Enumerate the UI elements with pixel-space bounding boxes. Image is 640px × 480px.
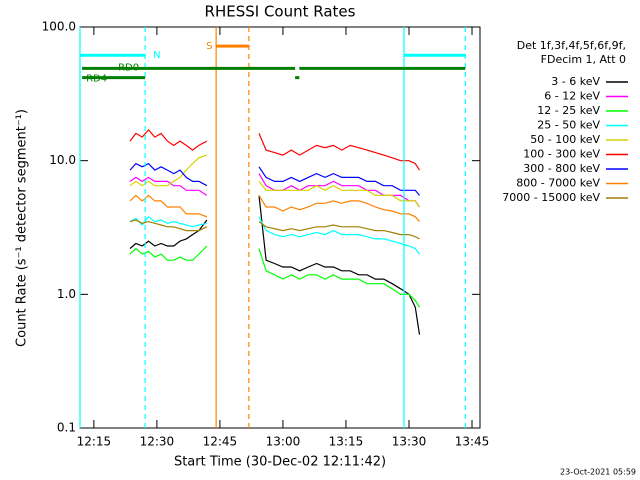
series-line bbox=[129, 215, 420, 255]
x-tick-label: 13:00 bbox=[266, 435, 301, 449]
legend-label: 100 - 300 keV bbox=[523, 148, 600, 161]
y-tick-label: 100.0 bbox=[42, 20, 76, 34]
footer: 23-Oct-2021 05:59 bbox=[560, 468, 636, 477]
x-tick-label: 12:30 bbox=[140, 435, 175, 449]
series-line bbox=[129, 195, 421, 335]
legend-label: 50 - 100 keV bbox=[530, 133, 600, 146]
y-tick-label: 0.1 bbox=[57, 421, 76, 435]
legend-label: 7000 - 15000 keV bbox=[502, 191, 600, 204]
legend-label: 800 - 7000 keV bbox=[516, 177, 600, 190]
state-label: S bbox=[206, 41, 212, 52]
legend-header: FDecim 1, Att 0 bbox=[541, 53, 626, 66]
series-line bbox=[129, 245, 421, 308]
state-label: RD4 bbox=[86, 74, 107, 85]
legend-label: 6 - 12 keV bbox=[544, 90, 600, 103]
y-axis-label: Count Rate (s⁻¹ detector segment⁻¹) bbox=[15, 109, 30, 347]
legend-label: 25 - 50 keV bbox=[537, 119, 600, 132]
legend-header: Det 1f,3f,4f,5f,6f,9f, bbox=[517, 39, 626, 52]
legend-label: 3 - 6 keV bbox=[551, 75, 600, 88]
state-label: N bbox=[153, 50, 160, 61]
legend-label: 300 - 800 keV bbox=[523, 162, 600, 175]
x-axis-label: Start Time (30-Dec-02 12:11:42) bbox=[174, 455, 386, 470]
series-line bbox=[129, 219, 420, 240]
series-line bbox=[129, 173, 420, 208]
series-line bbox=[129, 194, 420, 222]
legend-label: 12 - 25 keV bbox=[537, 104, 600, 117]
y-tick-label: 1.0 bbox=[57, 287, 76, 301]
chart-title: RHESSI Count Rates bbox=[205, 3, 356, 21]
x-tick-label: 12:15 bbox=[77, 435, 112, 449]
series-line bbox=[129, 128, 421, 171]
x-tick-label: 12:45 bbox=[203, 435, 238, 449]
x-tick-label: 13:30 bbox=[392, 435, 427, 449]
series-line bbox=[129, 162, 420, 196]
x-tick-label: 13:15 bbox=[329, 435, 364, 449]
y-tick-label: 10.0 bbox=[49, 153, 76, 167]
state-label: RD0 bbox=[118, 62, 139, 73]
series-line bbox=[129, 154, 420, 208]
x-tick-label: 13:45 bbox=[455, 435, 490, 449]
